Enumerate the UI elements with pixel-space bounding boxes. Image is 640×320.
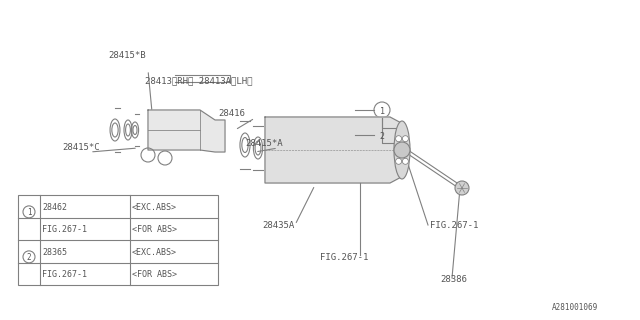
Bar (18, 195, 218, 285)
Text: FIG.267-1: FIG.267-1 (430, 221, 478, 230)
Text: 28435A: 28435A (262, 221, 294, 230)
Text: <EXC.ABS>: <EXC.ABS> (132, 248, 177, 257)
Text: 28415*C: 28415*C (62, 143, 100, 152)
Polygon shape (265, 117, 405, 183)
Text: 28365: 28365 (42, 248, 67, 257)
Text: <EXC.ABS>: <EXC.ABS> (132, 203, 177, 212)
Text: <FOR ABS>: <FOR ABS> (132, 270, 177, 279)
Text: 28415*B: 28415*B (108, 51, 146, 60)
Text: 1: 1 (380, 107, 385, 116)
Text: 28413〈RH〉 28413A〈LH〉: 28413〈RH〉 28413A〈LH〉 (145, 76, 253, 85)
Text: FIG.267-1: FIG.267-1 (42, 270, 87, 279)
Text: FIG.267-1: FIG.267-1 (320, 253, 369, 262)
Ellipse shape (455, 181, 469, 195)
Text: 28386: 28386 (440, 275, 467, 284)
Text: 28415*A: 28415*A (245, 139, 283, 148)
Text: FIG.267-1: FIG.267-1 (42, 225, 87, 234)
Text: <FOR ABS>: <FOR ABS> (132, 225, 177, 234)
Text: 28462: 28462 (42, 203, 67, 212)
Text: 28416: 28416 (218, 109, 245, 118)
Ellipse shape (394, 121, 410, 179)
Text: A281001069: A281001069 (552, 303, 598, 312)
Text: 2: 2 (380, 132, 385, 140)
Text: 2: 2 (27, 253, 31, 262)
Circle shape (403, 158, 408, 164)
Text: 1: 1 (27, 208, 31, 217)
Circle shape (403, 136, 408, 142)
Circle shape (396, 136, 402, 142)
Polygon shape (148, 110, 225, 152)
Circle shape (396, 158, 402, 164)
Circle shape (394, 142, 410, 158)
